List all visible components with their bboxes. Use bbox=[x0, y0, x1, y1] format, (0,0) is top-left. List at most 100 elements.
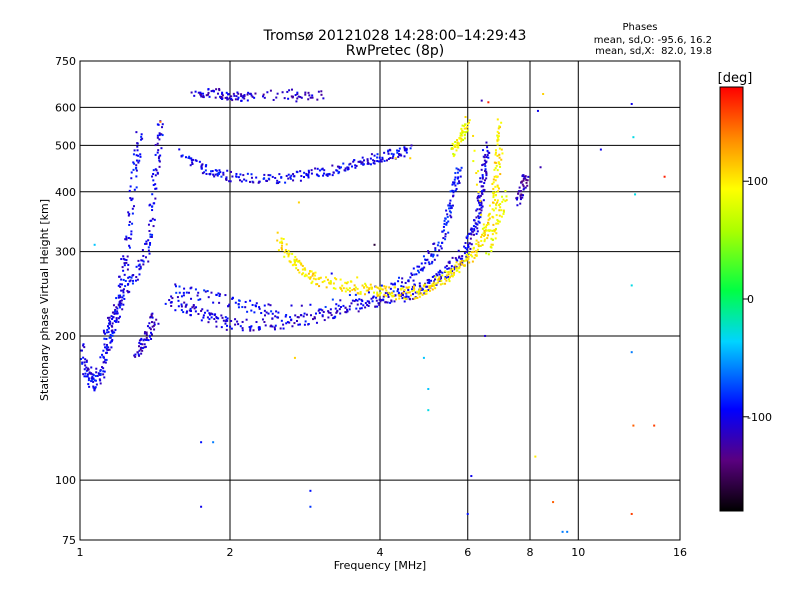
data-point bbox=[299, 170, 302, 173]
data-point bbox=[263, 320, 266, 323]
data-point bbox=[495, 222, 498, 225]
data-point bbox=[304, 273, 307, 276]
data-point bbox=[440, 241, 443, 244]
data-point bbox=[236, 91, 239, 94]
data-point bbox=[498, 204, 501, 207]
data-point bbox=[127, 237, 130, 240]
data-point bbox=[82, 344, 85, 347]
data-point bbox=[143, 332, 146, 335]
data-point bbox=[475, 242, 478, 245]
data-point bbox=[333, 277, 336, 280]
data-point bbox=[296, 91, 299, 94]
data-point bbox=[238, 179, 241, 182]
data-point bbox=[212, 89, 215, 92]
data-point bbox=[347, 166, 350, 169]
data-point bbox=[276, 239, 279, 242]
data-point bbox=[630, 284, 633, 287]
data-point bbox=[490, 237, 493, 240]
data-point bbox=[318, 308, 321, 311]
data-point bbox=[131, 282, 134, 285]
data-point bbox=[311, 280, 314, 283]
data-point bbox=[276, 179, 279, 182]
data-point bbox=[498, 214, 501, 217]
data-point bbox=[369, 157, 372, 160]
data-point bbox=[119, 296, 122, 299]
data-point bbox=[137, 264, 140, 267]
data-point bbox=[449, 190, 452, 193]
data-point bbox=[174, 285, 177, 288]
data-point bbox=[222, 171, 225, 174]
data-point bbox=[325, 276, 328, 279]
data-point bbox=[208, 318, 211, 321]
data-point bbox=[212, 441, 215, 444]
data-point bbox=[405, 286, 408, 289]
data-point bbox=[207, 296, 210, 299]
data-point bbox=[135, 186, 138, 189]
data-point bbox=[502, 198, 505, 201]
data-point bbox=[446, 215, 449, 218]
data-point bbox=[428, 287, 431, 290]
data-point bbox=[136, 149, 139, 152]
data-point bbox=[478, 208, 481, 211]
data-point bbox=[209, 172, 212, 175]
data-point bbox=[439, 270, 442, 273]
data-point bbox=[280, 319, 283, 322]
data-point bbox=[92, 385, 95, 388]
data-point bbox=[496, 143, 499, 146]
data-point bbox=[301, 268, 304, 271]
colorbar-label: [deg] bbox=[718, 71, 753, 86]
data-point bbox=[142, 260, 145, 263]
data-point bbox=[437, 241, 440, 244]
data-point bbox=[389, 301, 392, 304]
data-point bbox=[152, 225, 155, 228]
data-point bbox=[515, 197, 518, 200]
data-point bbox=[123, 262, 126, 265]
data-point bbox=[267, 177, 270, 180]
data-point bbox=[450, 265, 453, 268]
data-point bbox=[426, 279, 429, 282]
data-point bbox=[114, 312, 117, 315]
data-point bbox=[464, 242, 467, 245]
data-point bbox=[456, 182, 459, 185]
data-point bbox=[498, 125, 501, 128]
data-point bbox=[200, 319, 203, 322]
data-point bbox=[258, 326, 261, 329]
data-point bbox=[458, 137, 461, 140]
data-point bbox=[496, 140, 499, 143]
data-point bbox=[386, 301, 389, 304]
data-point bbox=[463, 245, 466, 248]
data-point bbox=[483, 179, 486, 182]
data-point bbox=[385, 285, 388, 288]
data-point bbox=[388, 286, 391, 289]
data-point bbox=[430, 253, 433, 256]
data-point bbox=[247, 91, 250, 94]
data-point bbox=[234, 98, 237, 101]
data-point bbox=[454, 145, 457, 148]
data-point bbox=[253, 96, 256, 99]
data-point bbox=[525, 178, 528, 181]
data-point bbox=[151, 175, 154, 178]
data-point bbox=[356, 276, 359, 279]
data-point bbox=[455, 187, 458, 190]
data-point bbox=[84, 364, 87, 367]
data-point bbox=[407, 279, 410, 282]
data-point bbox=[330, 314, 333, 317]
data-point bbox=[407, 288, 410, 291]
data-point bbox=[316, 167, 319, 170]
data-point bbox=[439, 245, 442, 248]
data-point bbox=[444, 217, 447, 220]
data-point bbox=[260, 312, 263, 315]
data-point bbox=[345, 282, 348, 285]
data-point bbox=[366, 300, 369, 303]
data-point bbox=[392, 153, 395, 156]
data-point bbox=[441, 271, 444, 274]
data-point bbox=[418, 295, 421, 298]
data-point bbox=[265, 311, 268, 314]
data-point bbox=[344, 306, 347, 309]
data-point bbox=[393, 300, 396, 303]
data-point bbox=[472, 160, 475, 163]
data-point bbox=[479, 199, 482, 202]
data-point bbox=[492, 196, 495, 199]
data-point bbox=[288, 252, 291, 255]
data-point bbox=[200, 505, 203, 508]
